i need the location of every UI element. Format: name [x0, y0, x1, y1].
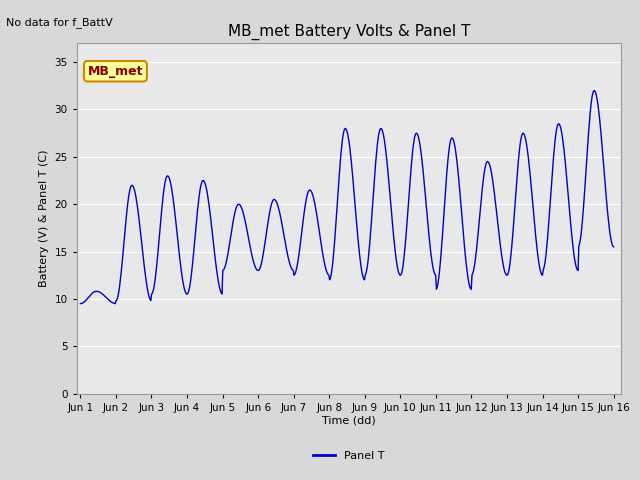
X-axis label: Time (dd): Time (dd)	[322, 415, 376, 425]
Text: MB_met: MB_met	[88, 65, 143, 78]
Text: No data for f_BattV: No data for f_BattV	[6, 17, 113, 28]
Title: MB_met Battery Volts & Panel T: MB_met Battery Volts & Panel T	[228, 24, 470, 40]
Y-axis label: Battery (V) & Panel T (C): Battery (V) & Panel T (C)	[39, 150, 49, 287]
Legend: Panel T: Panel T	[308, 446, 389, 465]
